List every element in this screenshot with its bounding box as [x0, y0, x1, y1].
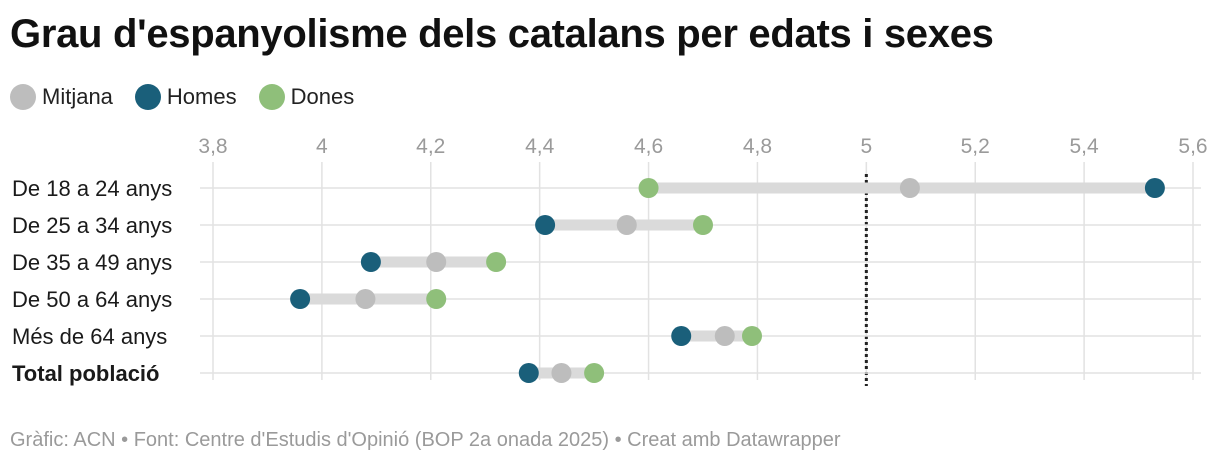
legend-label-homes: Homes: [166, 84, 237, 109]
category-label: Total població: [12, 361, 159, 386]
category-label: De 18 a 24 anys: [12, 176, 172, 201]
x-tick-label: 4,6: [634, 135, 663, 158]
category-label: De 50 a 64 anys: [12, 287, 172, 312]
x-tick-label: 5,2: [961, 135, 990, 158]
x-tick-label: 4: [316, 135, 328, 158]
dot-dones: [584, 363, 605, 383]
dot-homes: [290, 289, 311, 309]
dot-mitjana: [551, 363, 572, 383]
dot-dones: [638, 178, 659, 198]
x-tick-label: 4,4: [525, 135, 555, 158]
legend-item-mitjana: Mitjana: [10, 84, 113, 110]
x-tick-label: 3,8: [198, 135, 227, 158]
category-label: De 35 a 49 anys: [12, 250, 172, 275]
dot-homes: [671, 326, 692, 346]
source-note: Gràfic: ACN • Font: Centre d'Estudis d'O…: [10, 429, 841, 451]
x-tick-label: 4,2: [416, 135, 445, 158]
x-tick-label: 5,6: [1178, 135, 1207, 158]
legend-swatch-mitjana: [10, 84, 36, 110]
legend-label-mitjana: Mitjana: [42, 84, 113, 109]
dot-homes: [518, 363, 539, 383]
dot-mitjana: [714, 326, 735, 346]
legend-swatch-homes: [134, 84, 161, 110]
dumbbell-chart: 3,8 4 4,2 4,4 4,6 4,8 5 5,2 5,4 5,6 De 18 a 24 any…: [12, 135, 1208, 386]
dot-dones: [693, 215, 713, 235]
dot-mitjana: [355, 289, 376, 309]
category-label: Més de 64 anys: [12, 324, 167, 349]
legend-label-dones: Dones: [290, 84, 355, 109]
x-tick-label: 4,8: [743, 135, 772, 158]
dot-mitjana: [426, 252, 447, 272]
x-tick-label: 5,4: [1070, 135, 1100, 158]
dot-homes: [535, 215, 556, 235]
category-label: De 25 a 34 anys: [12, 213, 172, 238]
dot-mitjana: [899, 178, 920, 198]
legend: Mitjana Homes Dones: [10, 84, 354, 110]
dot-homes: [1144, 178, 1165, 198]
dot-dones: [742, 326, 762, 346]
legend-item-dones: Dones: [258, 84, 355, 110]
dot-dones: [426, 289, 447, 309]
x-tick-label: 5: [860, 135, 872, 158]
legend-item-homes: Homes: [134, 84, 237, 110]
legend-swatch-dones: [258, 84, 285, 110]
dot-mitjana: [616, 215, 637, 235]
chart-title: Grau d'espanyolisme dels catalans per ed…: [10, 12, 994, 56]
dot-dones: [486, 252, 507, 272]
dot-homes: [360, 252, 381, 272]
